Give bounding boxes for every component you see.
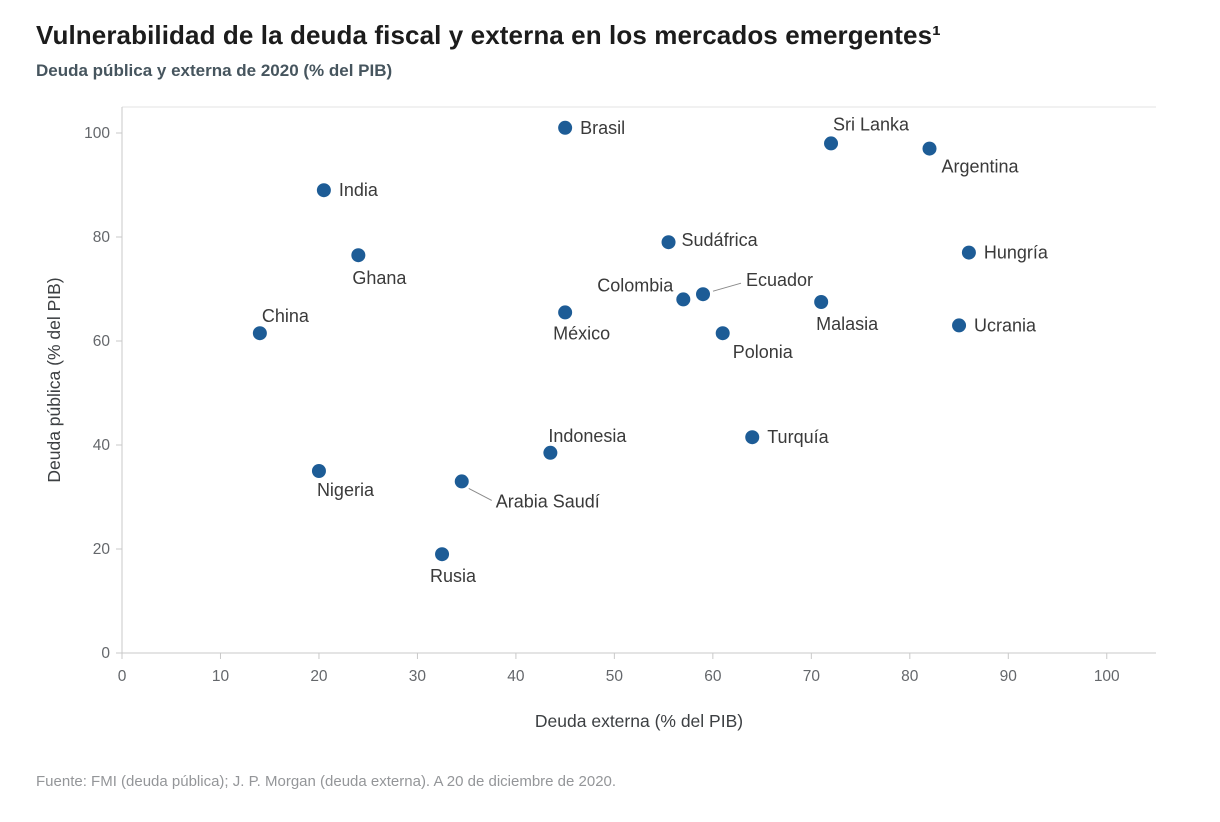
data-point (745, 430, 760, 445)
point-label: México (553, 323, 610, 343)
point-label: Argentina (942, 157, 1020, 177)
y-tick-label: 20 (93, 541, 111, 558)
point-label: Colombia (597, 275, 674, 295)
data-point (952, 318, 967, 333)
data-point (311, 464, 326, 478)
chart-title: Vulnerabilidad de la deuda fiscal y exte… (36, 20, 941, 50)
x-tick-label: 0 (118, 668, 127, 685)
point-label: Indonesia (548, 426, 627, 446)
y-tick-label: 60 (93, 333, 111, 350)
data-point (454, 474, 469, 489)
y-tick-label: 0 (101, 645, 110, 662)
point-label: Sri Lanka (833, 114, 910, 134)
x-tick-label: 20 (310, 668, 328, 685)
point-label: Ucrania (974, 315, 1037, 335)
data-point (814, 295, 829, 309)
chart-subtitle: Deuda pública y externa de 2020 (% del P… (36, 61, 393, 80)
x-tick-label: 60 (704, 668, 722, 685)
point-label: Brasil (580, 118, 625, 138)
data-point (824, 136, 839, 151)
x-tick-label: 10 (212, 668, 230, 685)
data-point (696, 287, 711, 302)
scatter-chart: 0 10 20 30 40 50 60 70 80 90 100 0 20 40 60 80 100 Deuda … (36, 87, 1220, 759)
y-tick-label: 100 (84, 125, 110, 142)
point-label: Malasia (816, 314, 879, 334)
point-label: Turquía (767, 427, 829, 447)
data-point (435, 547, 450, 562)
x-tick-label: 100 (1094, 668, 1120, 685)
y-axis-title: Deuda pública (% del PIB) (44, 277, 64, 482)
point-label: Ghana (352, 268, 407, 288)
y-tick-label: 40 (93, 437, 111, 454)
point-label: India (339, 180, 379, 200)
x-tick-label: 70 (803, 668, 821, 685)
data-point (558, 305, 573, 320)
data-point (543, 445, 558, 460)
label-leader-line (468, 487, 492, 501)
data-point (558, 120, 573, 135)
x-tick-label: 90 (1000, 668, 1018, 685)
point-label: Sudáfrica (682, 230, 759, 250)
x-axis-title: Deuda externa (% del PIB) (535, 711, 743, 731)
point-label: Polonia (733, 342, 794, 362)
source-note: Fuente: FMI (deuda pública); J. P. Morga… (36, 773, 617, 790)
point-label: China (262, 306, 310, 326)
x-tick-label: 80 (901, 668, 919, 685)
x-tick-label: 50 (606, 668, 624, 685)
point-label: Nigeria (317, 480, 375, 500)
data-point (922, 141, 937, 156)
x-tick-label: 40 (507, 668, 525, 685)
data-point (961, 245, 976, 260)
y-tick-label: 80 (93, 229, 111, 246)
data-point (676, 292, 691, 307)
data-point (661, 235, 676, 250)
point-label: Arabia Saudí (496, 491, 600, 511)
scatter-svg: 0 10 20 30 40 50 60 70 80 90 100 0 20 40 60 80 100 Deuda … (44, 106, 1156, 731)
label-leader-line (712, 282, 742, 292)
point-label: Rusia (430, 566, 477, 586)
data-point (351, 248, 366, 263)
point-label: Hungría (984, 243, 1049, 263)
data-point (715, 326, 730, 341)
point-label: Ecuador (746, 270, 813, 290)
data-point (316, 183, 331, 198)
x-tick-label: 30 (409, 668, 427, 685)
data-point (252, 326, 267, 341)
